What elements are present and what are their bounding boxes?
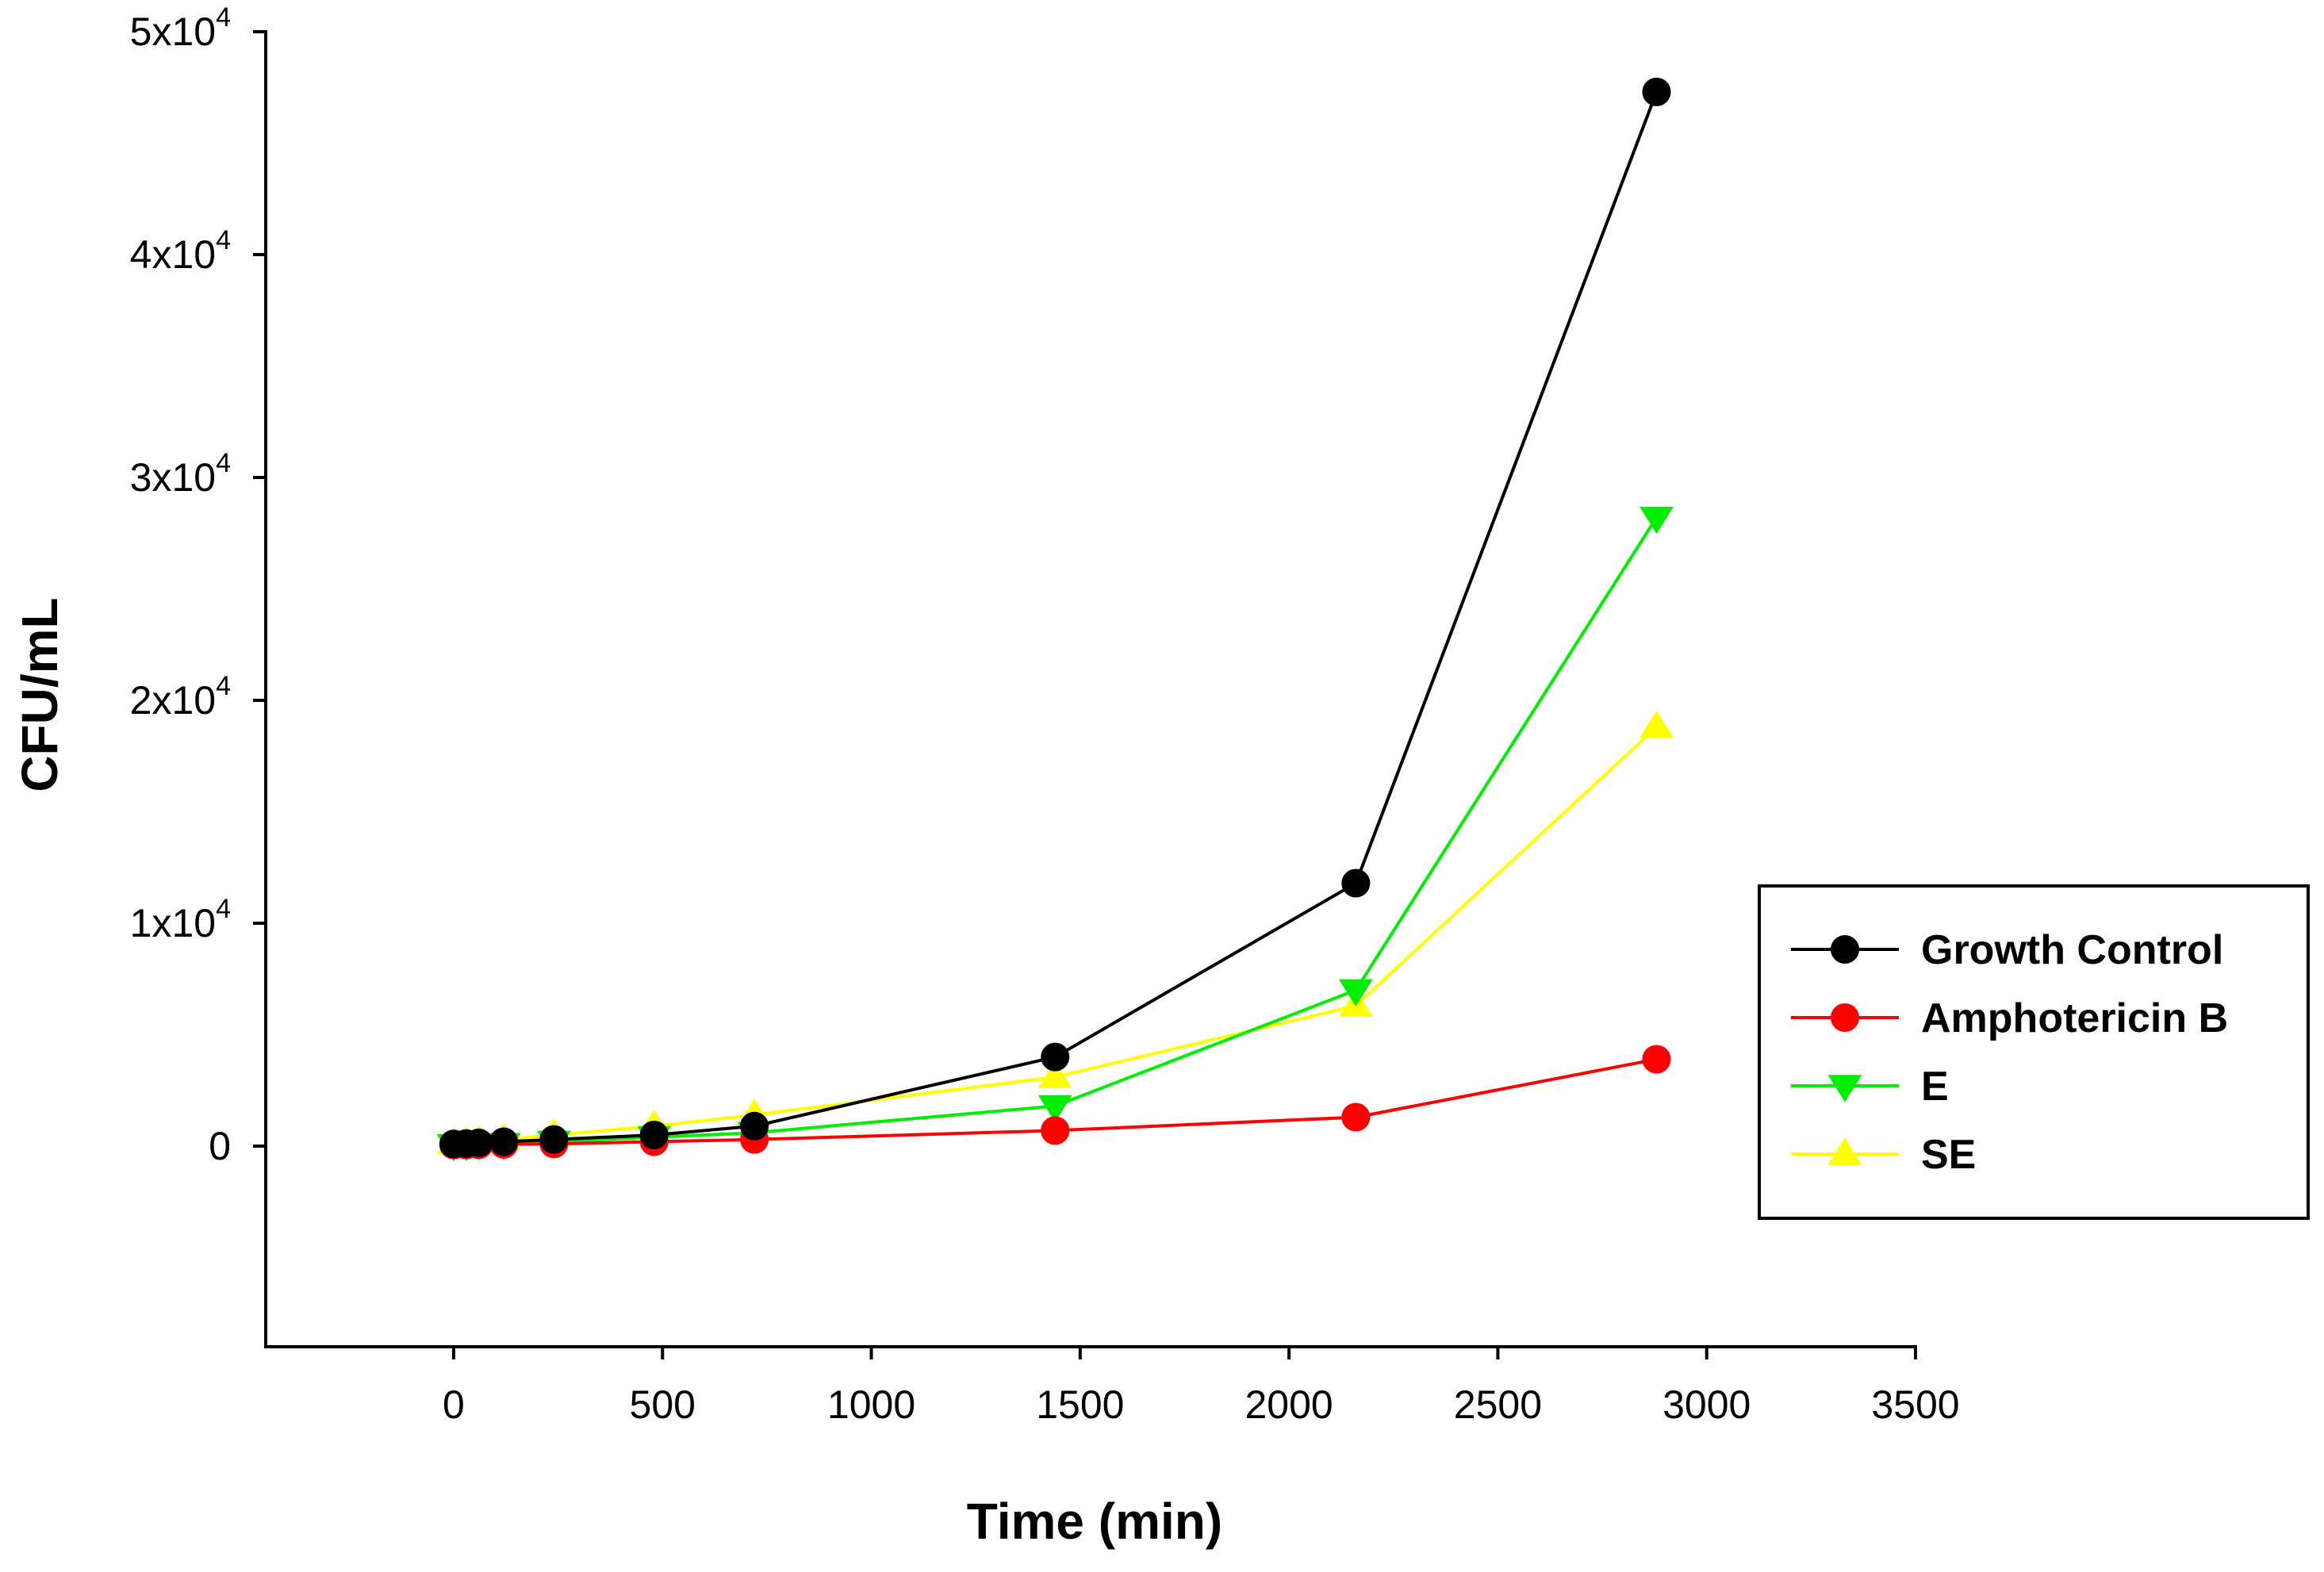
y-tick-label-exponent: 4 — [216, 448, 231, 478]
data-point-e — [1037, 1095, 1072, 1123]
legend-marker-e — [1827, 1075, 1862, 1102]
data-point-e — [1339, 979, 1373, 1006]
y-tick-label-base: 2x10 — [130, 678, 216, 723]
legend-item-amphotericin-b: Amphotericin B — [1791, 995, 2228, 1041]
data-point-amphotericin-b — [1642, 1045, 1671, 1074]
x-ticks: 0 500 1000 1500 2000 2500 3000 3500 — [443, 1347, 1960, 1427]
legend-marker-se — [1827, 1137, 1862, 1165]
legend-items: Growth Control Amphotericin B E SE — [1791, 927, 2228, 1178]
data-point-se — [1639, 711, 1674, 738]
data-point-amphotericin-b — [1341, 1102, 1371, 1132]
legend-item-se: SE — [1791, 1132, 1976, 1178]
legend-label-se: SE — [1921, 1132, 1976, 1178]
x-tick-label: 1000 — [827, 1382, 915, 1427]
x-tick-label: 500 — [630, 1382, 696, 1427]
y-tick-label-exponent: 4 — [216, 2, 231, 33]
y-tick-label: 4x104 — [130, 225, 231, 277]
y-tick-label: 3x104 — [130, 448, 231, 500]
y-tick-label-exponent: 4 — [216, 894, 231, 924]
series-growth-control — [439, 77, 1671, 1159]
data-point-growth-control — [489, 1127, 519, 1156]
y-tick-label-base: 0 — [209, 1124, 231, 1168]
y-tick-label: 5x104 — [130, 2, 231, 54]
y-tick-label-base: 3x10 — [130, 455, 216, 500]
y-tick-label-exponent: 4 — [216, 671, 231, 701]
legend-label-e: E — [1921, 1064, 1949, 1110]
legend-marker-growth-control — [1831, 935, 1859, 964]
data-point-growth-control — [1642, 77, 1671, 106]
data-point-growth-control — [1041, 1042, 1070, 1072]
y-tick-label: 0 — [209, 1124, 231, 1168]
data-point-e — [1639, 506, 1674, 535]
data-point-growth-control — [639, 1121, 669, 1150]
legend-label-growth-control: Growth Control — [1921, 927, 2223, 973]
data-point-amphotericin-b — [1041, 1116, 1070, 1145]
y-tick-label-exponent: 4 — [216, 225, 231, 255]
data-point-se — [1037, 1060, 1072, 1088]
axes — [264, 30, 1917, 1348]
legend-marker-amphotericin-b — [1831, 1003, 1859, 1032]
y-tick-label-base: 4x10 — [130, 232, 216, 277]
x-axis-title: Time (min) — [967, 1493, 1222, 1550]
y-tick-label-base: 1x10 — [130, 901, 216, 945]
x-tick-label: 1500 — [1036, 1382, 1124, 1427]
y-tick-label-base: 5x10 — [130, 10, 216, 54]
legend: Growth Control Amphotericin B E SE — [1758, 884, 2310, 1220]
data-point-growth-control — [740, 1111, 769, 1141]
x-tick-label: 2000 — [1245, 1382, 1333, 1427]
data-point-growth-control — [464, 1128, 493, 1157]
y-axis-title: CFU/mL — [11, 597, 68, 792]
data-point-growth-control — [1341, 868, 1371, 898]
x-tick-label: 3500 — [1871, 1382, 1959, 1427]
y-tick-label: 2x104 — [130, 671, 231, 723]
x-tick-label: 0 — [443, 1382, 465, 1427]
series-layer — [436, 77, 1674, 1162]
legend-label-amphotericin-b: Amphotericin B — [1921, 995, 2228, 1041]
legend-item-e: E — [1791, 1064, 1949, 1110]
y-tick-label: 1x104 — [130, 894, 231, 945]
legend-item-growth-control: Growth Control — [1791, 927, 2223, 973]
x-tick-label: 2500 — [1454, 1382, 1542, 1427]
data-point-growth-control — [539, 1125, 569, 1154]
x-tick-label: 3000 — [1662, 1382, 1751, 1427]
